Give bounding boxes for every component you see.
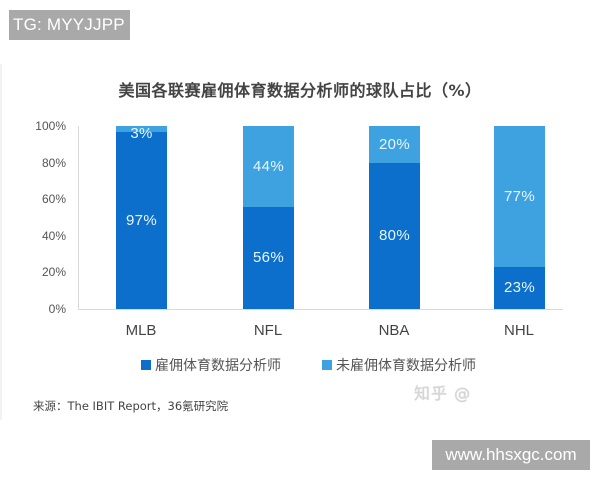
bar-segment-nfl-employed: 56% — [243, 206, 294, 309]
legend-item-not-employed: 未雇佣体育数据分析师 — [322, 355, 476, 375]
bar-segment-mlb-employed: 97% — [116, 131, 167, 309]
chart-title: 美国各联赛雇佣体育数据分析师的球队占比（%） — [118, 81, 482, 100]
telegram-tag-badge: TG: MYYJJPP — [9, 10, 130, 40]
y-tick-0: 0% — [48, 302, 66, 316]
bar-mlb: 97% 3% — [116, 125, 167, 309]
data-label: 56% — [253, 249, 284, 267]
legend-swatch-employed — [141, 360, 151, 370]
y-tick-60: 60% — [41, 192, 66, 206]
data-label: 80% — [379, 227, 410, 245]
bar-segment-nfl-not-employed: 44% — [243, 126, 294, 207]
zhihu-watermark: 知乎 @ — [414, 384, 472, 403]
x-label-nfl: NFL — [253, 322, 283, 339]
bar-segment-mlb-not-employed: 3% — [116, 125, 167, 142]
data-label: 97% — [126, 211, 157, 229]
x-label-mlb: MLB — [125, 322, 157, 339]
legend-label-employed: 雇佣体育数据分析师 — [155, 358, 281, 374]
data-label: 77% — [504, 187, 535, 205]
source-note: 来源：The IBIT Report，36氪研究院 — [33, 399, 229, 413]
y-tick-20: 20% — [41, 265, 66, 279]
x-label-nba: NBA — [378, 322, 410, 339]
data-label: 20% — [379, 135, 410, 153]
data-label: 23% — [504, 279, 535, 297]
y-tick-100: 100% — [35, 119, 66, 133]
y-tick-80: 80% — [41, 156, 66, 170]
y-tick-40: 40% — [41, 229, 66, 243]
bar-nfl: 56% 44% — [243, 126, 294, 309]
x-label-nhl: NHL — [503, 322, 534, 339]
bar-nhl: 23% 77% — [494, 126, 545, 309]
url-badge: www.hhsxgc.com — [432, 440, 590, 470]
bar-segment-nba-employed: 80% — [369, 162, 420, 309]
legend-swatch-not-employed — [322, 360, 332, 370]
legend-item-employed: 雇佣体育数据分析师 — [141, 355, 281, 375]
bar-segment-nhl-employed: 23% — [494, 266, 545, 309]
data-label: 3% — [130, 125, 153, 143]
data-label: 44% — [253, 157, 284, 175]
bar-nba: 80% 20% — [369, 126, 420, 309]
x-axis-line — [78, 309, 563, 310]
legend-label-not-employed: 未雇佣体育数据分析师 — [336, 358, 476, 374]
y-axis-line — [78, 126, 79, 310]
bar-segment-nhl-not-employed: 77% — [494, 126, 545, 267]
bar-segment-nba-not-employed: 20% — [369, 126, 420, 163]
